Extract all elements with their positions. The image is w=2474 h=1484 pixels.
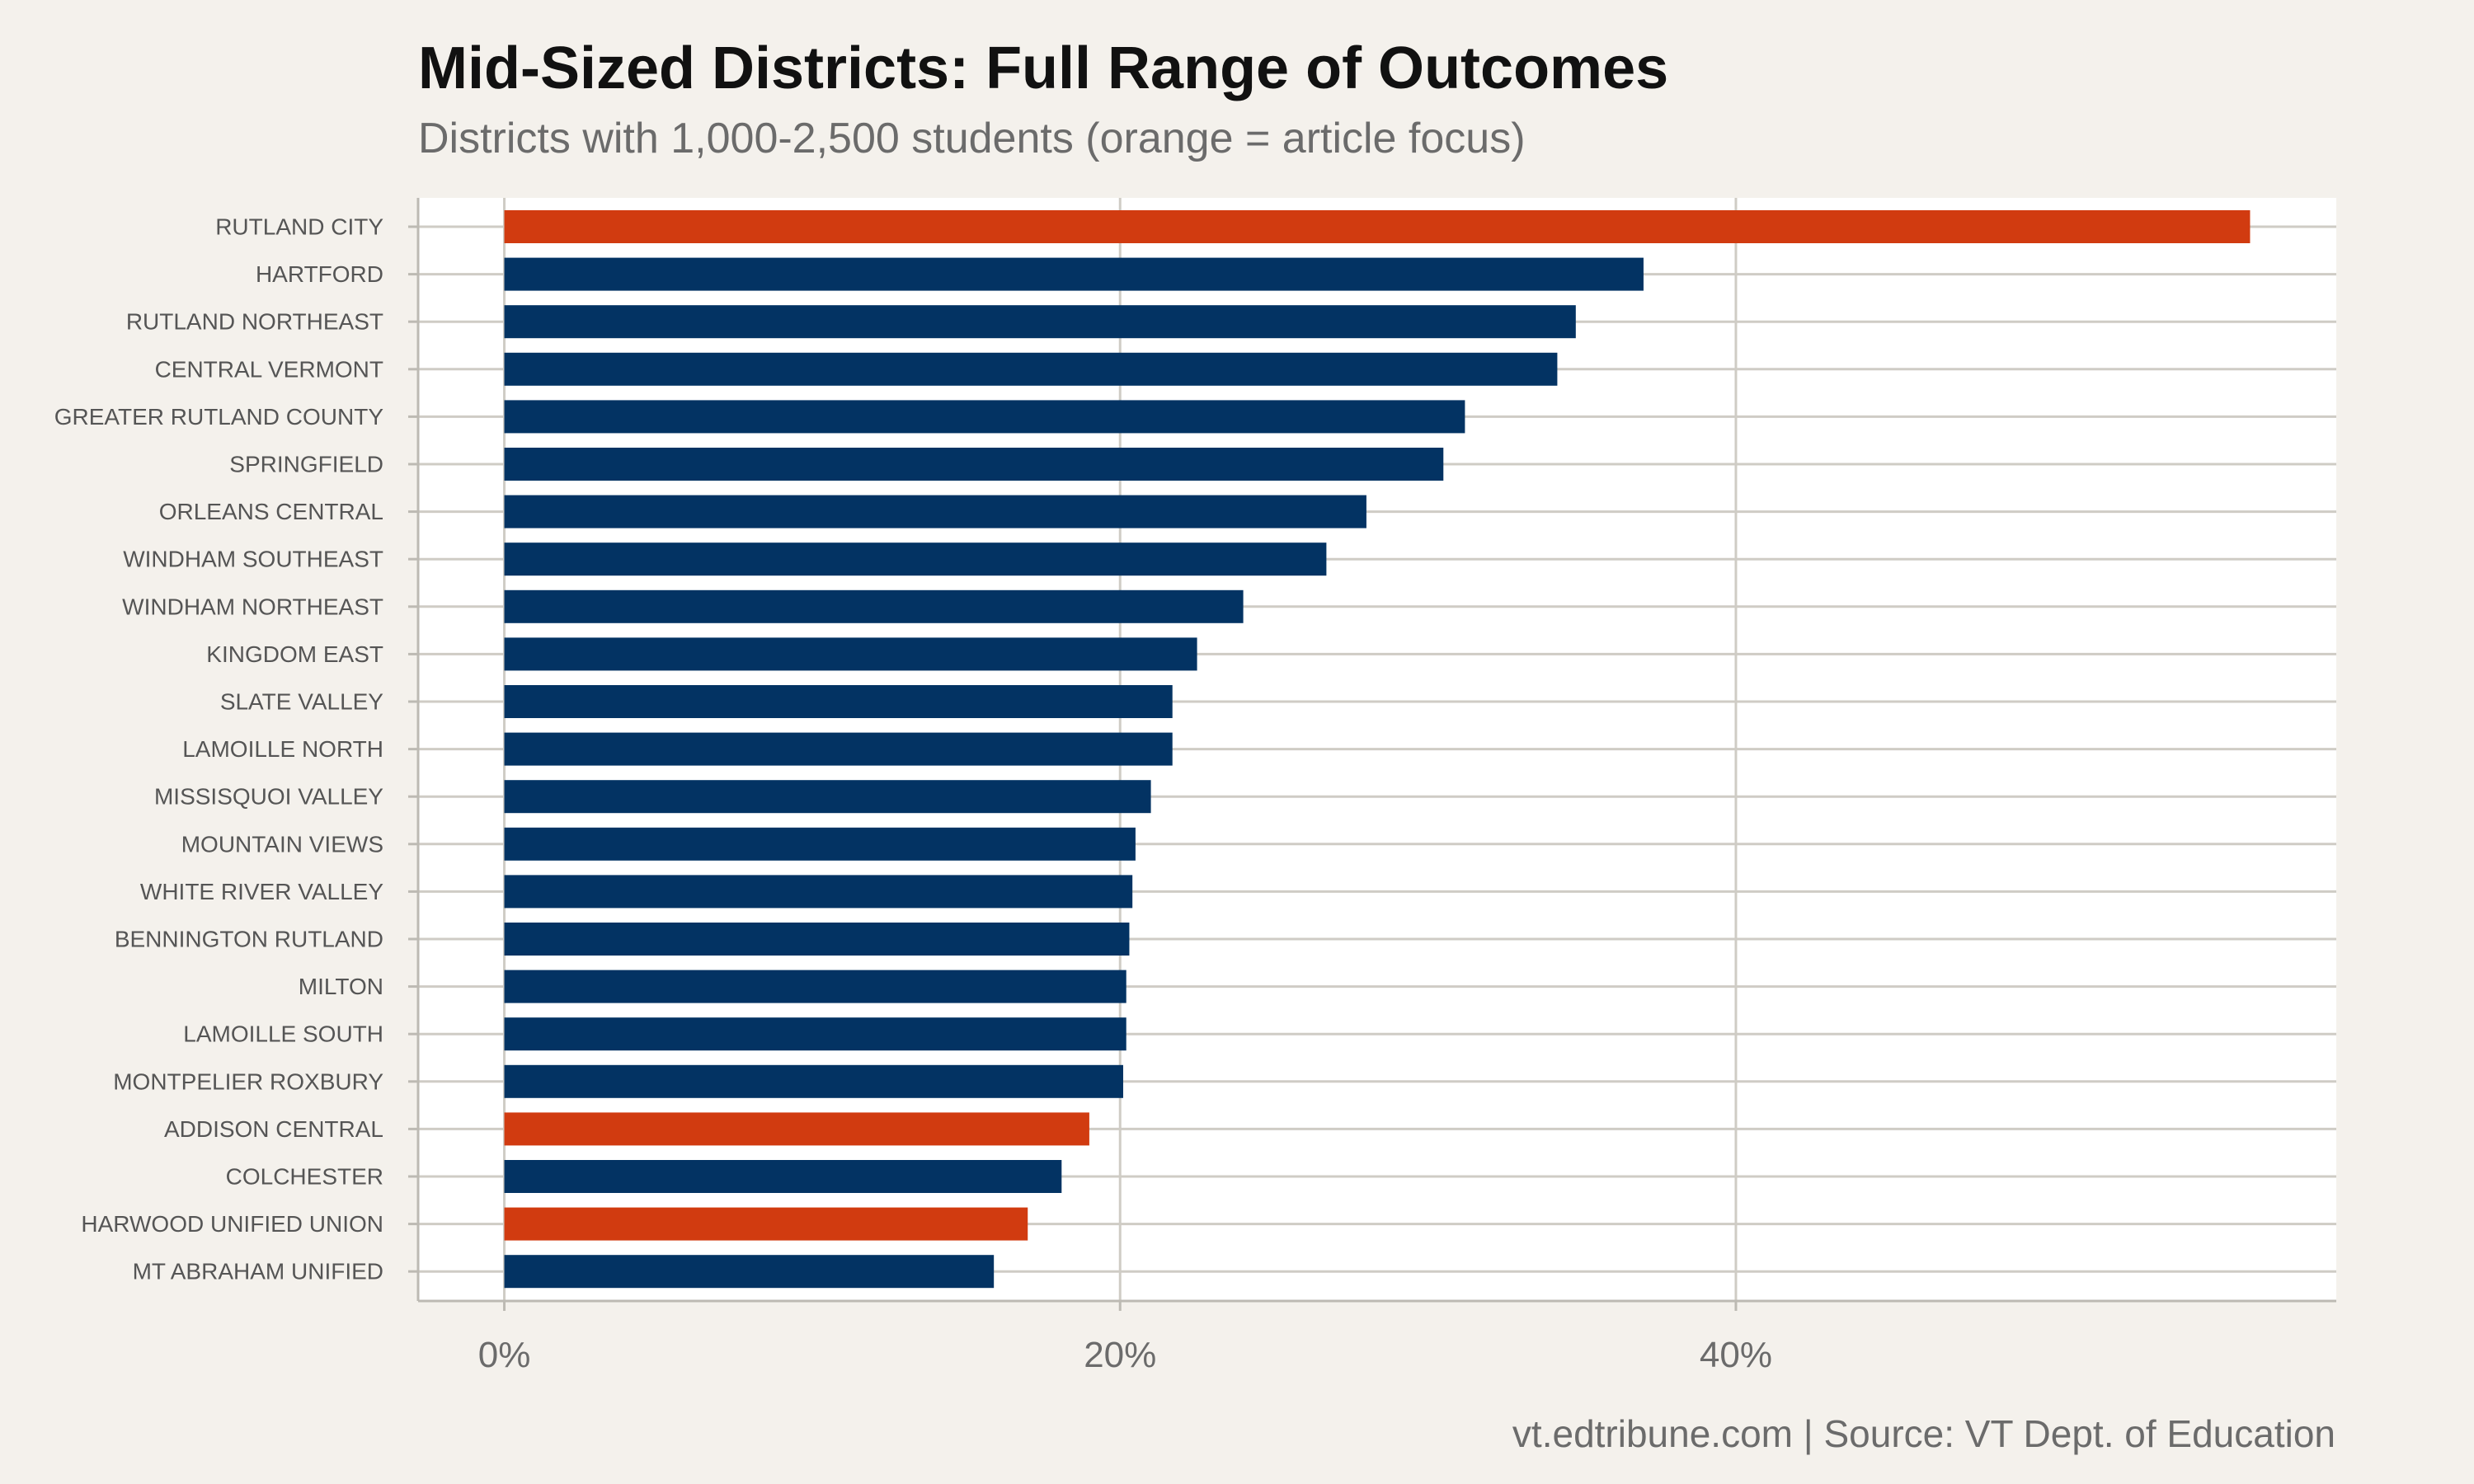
category-label: CENTRAL VERMONT [155,356,383,382]
category-label: LAMOILLE SOUTH [183,1021,383,1047]
category-label: WHITE RIVER VALLEY [140,879,383,904]
bar [504,827,1136,861]
chart-caption: vt.edtribune.com | Source: VT Dept. of E… [1512,1412,2335,1455]
bar [504,542,1327,576]
bar [504,352,1558,386]
category-label: MT ABRAHAM UNIFIED [133,1259,383,1284]
bar [504,257,1644,291]
category-label: COLCHESTER [226,1164,383,1190]
bar [504,780,1151,814]
chart-title: Mid-Sized Districts: Full Range of Outco… [418,35,1669,101]
bar [504,210,2251,243]
bar [504,305,1576,339]
bar [504,448,1444,481]
axes [408,198,2336,1311]
x-tick-label: 40% [1700,1335,1772,1375]
bar [504,637,1197,671]
category-label: SPRINGFIELD [229,452,383,477]
category-label: ADDISON CENTRAL [164,1116,383,1142]
category-label: HARWOOD UNIFIED UNION [81,1211,383,1237]
category-label: RUTLAND CITY [215,214,383,240]
x-tick-label: 20% [1084,1335,1156,1375]
bar [504,732,1173,766]
bar [504,875,1133,909]
bar [504,1064,1123,1098]
category-label: GREATER RUTLAND COUNTY [54,404,384,430]
category-label: WINDHAM SOUTHEAST [123,547,383,572]
category-label: WINDHAM NORTHEAST [122,594,383,619]
chart-subtitle: Districts with 1,000-2,500 students (ora… [418,115,1526,162]
bar [504,1160,1062,1193]
category-label: ORLEANS CENTRAL [159,499,383,524]
category-label: HARTFORD [256,261,383,287]
category-label: BENNINGTON RUTLAND [115,927,383,952]
x-tick-labels: 0% 20% 40% [478,1335,1772,1375]
category-label: MONTPELIER ROXBURY [113,1068,383,1094]
bar [504,685,1173,718]
bar [504,1017,1126,1051]
category-label: RUTLAND NORTHEAST [126,309,383,335]
category-label: MILTON [299,974,383,999]
bar [504,589,1244,623]
category-label: SLATE VALLEY [220,689,383,715]
category-labels: RUTLAND CITY HARTFORD RUTLAND NORTHEAST CEN… [54,214,384,1284]
bar [504,1255,995,1289]
bar [504,1112,1089,1146]
category-label: MOUNTAIN VIEWS [181,831,383,857]
category-label: LAMOILLE NORTH [182,736,383,762]
bar [504,495,1366,528]
bar [504,400,1465,434]
category-label: MISSISQUOI VALLEY [154,784,383,810]
bar [504,970,1126,1003]
bar [504,923,1130,956]
bar [504,1207,1028,1241]
category-label: KINGDOM EAST [206,641,383,667]
x-tick-label: 0% [478,1335,531,1375]
bars [504,210,2251,1289]
